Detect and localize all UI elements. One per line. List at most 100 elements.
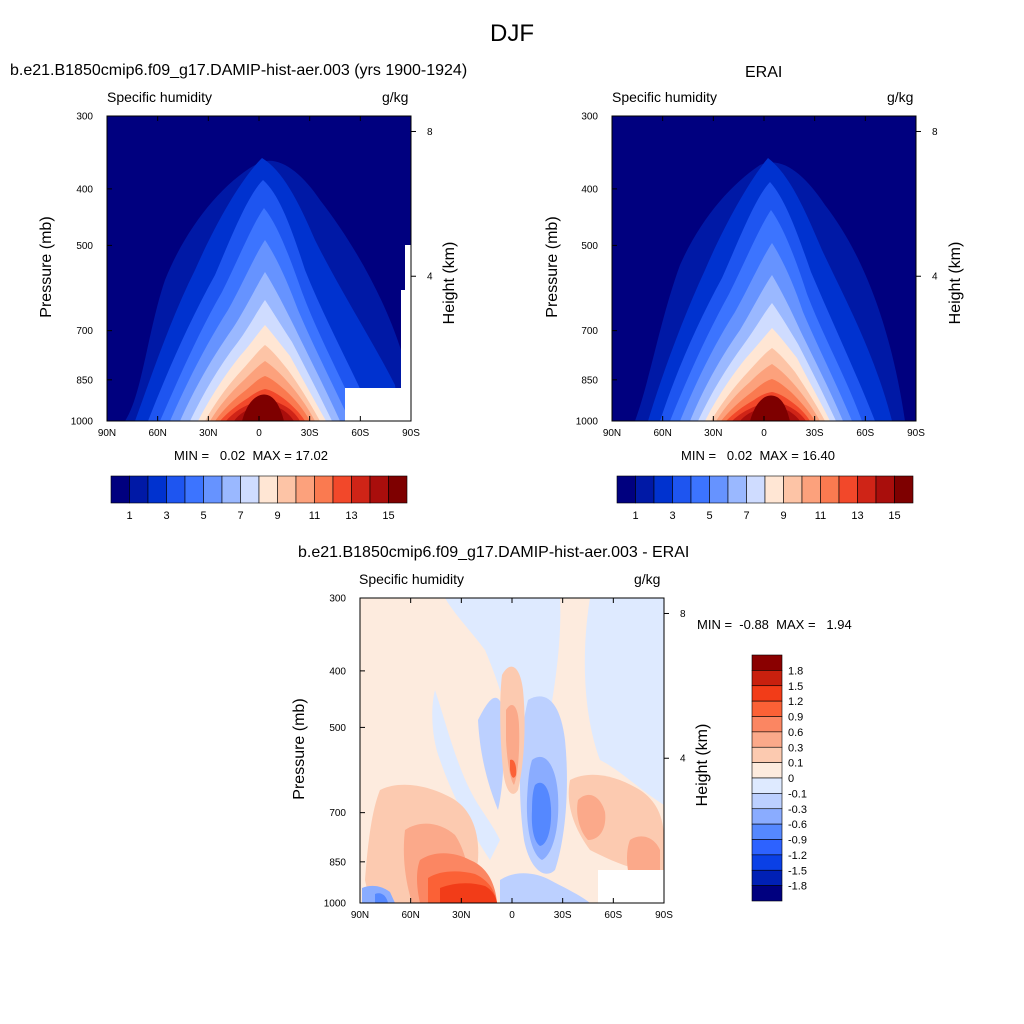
panel3-neg-mid-1: [478, 697, 504, 810]
colorbar1-swatch: [388, 475, 408, 504]
panel1-xtick-label: 60S: [351, 428, 369, 439]
panel3-neg-bottom: [500, 873, 590, 903]
panel3-neg-right: [584, 598, 664, 805]
colorbar3-label: 0.3: [788, 742, 803, 754]
page-title: DJF: [490, 20, 534, 47]
panel2-xtick-label: 60S: [856, 428, 874, 439]
colorbar3-label: 0: [788, 773, 794, 785]
colorbar3-label: -1.5: [788, 865, 807, 877]
panel2-ytick-label: 700: [581, 326, 598, 337]
panel2-title: ERAI: [745, 64, 783, 81]
colorbar2-swatch: [690, 475, 710, 504]
panel2-ytick-label: 500: [581, 241, 598, 252]
colorbar1-label: 13: [345, 510, 357, 522]
colorbar1-swatch: [129, 475, 149, 504]
panel3-pos-right-2: [577, 794, 606, 840]
colorbar1-label: 1: [126, 510, 132, 522]
panel3-ytick-label: 500: [329, 723, 346, 734]
panel3-pos-core-3: [440, 883, 497, 903]
colorbar2-swatch: [616, 475, 636, 504]
colorbar2-swatch: [875, 475, 895, 504]
panel2-ytick-right-label: 8: [932, 127, 938, 138]
colorbar3-swatch: [751, 869, 783, 886]
panel1-xtick-label: 90N: [98, 428, 116, 439]
colorbar1-swatch: [314, 475, 334, 504]
panel3-xtick-label: 30N: [452, 910, 470, 921]
colorbar1-swatch: [332, 475, 352, 504]
panel2-ytick-label: 1000: [576, 417, 599, 428]
panel1-ytick-right-label: 4: [427, 272, 433, 283]
panel2-ytick-label: 850: [581, 375, 598, 386]
colorbar2-label: 11: [815, 510, 826, 522]
panel3-pos-mid-2: [506, 705, 520, 785]
colorbar2-label: 13: [851, 510, 863, 522]
panel3-ytick-label: 700: [329, 808, 346, 819]
panel1-missing-data-edge2: [405, 245, 411, 421]
panel2-ytick-label: 300: [581, 112, 598, 123]
colorbar3-label: -0.1: [788, 788, 807, 800]
panel3-ytick-label: 1000: [324, 899, 347, 910]
colorbar2-swatch: [746, 475, 766, 504]
colorbar1-swatch: [258, 475, 278, 504]
colorbar2-swatch: [838, 475, 858, 504]
colorbar3-label: 1.8: [788, 665, 803, 677]
panel2-xtick-label: 60N: [653, 428, 671, 439]
panel1-ytick-label: 850: [76, 375, 93, 386]
colorbar2-swatch: [801, 475, 821, 504]
colorbar2-swatch: [783, 475, 803, 504]
panel3-ytick-label: 850: [329, 857, 346, 868]
colorbar3-swatch: [751, 700, 783, 717]
panel3-xtick-label: 0: [509, 910, 515, 921]
panel1-units-label: g/kg: [382, 89, 409, 105]
panel3-neg-mid-4: [531, 782, 552, 846]
colorbar2-swatch: [894, 475, 914, 504]
panel1-title: b.e21.B1850cmip6.f09_g17.DAMIP-hist-aer.…: [10, 62, 468, 79]
colorbar3-label: 0.1: [788, 758, 803, 770]
colorbar3-label: -0.9: [788, 835, 807, 847]
colorbar1-swatch: [369, 475, 389, 504]
panel3-neg-strip-left: [432, 690, 500, 860]
colorbar2-swatch: [857, 475, 877, 504]
colorbar2-label: 5: [706, 510, 712, 522]
panel3-ytick-label: 300: [329, 594, 346, 605]
panel2-ytick-label: 400: [581, 184, 598, 195]
panel3-minmax: MIN = -0.88 MAX = 1.94: [697, 617, 852, 632]
panel2-ytick-right-label: 4: [932, 272, 938, 283]
colorbar1-swatch: [184, 475, 204, 504]
colorbar3-label: 1.2: [788, 696, 803, 708]
colorbar3-swatch: [751, 685, 783, 702]
panel2-xtick-label: 0: [761, 428, 767, 439]
colorbar1-swatch: [221, 475, 241, 504]
panel3-missing-data: [598, 870, 664, 903]
colorbar3-swatch: [751, 793, 783, 810]
panel3-ytick-label: 400: [329, 666, 346, 677]
panel3-plot: [360, 598, 664, 903]
colorbars: 1 3 5 7 9 11 13 15 1 3 5 7 9 11 13 151.81.51.20.90.60.3…: [110, 475, 914, 902]
colorbar3-swatch: [751, 885, 783, 902]
panel1-xtick-label: 0: [256, 428, 262, 439]
colorbar3-swatch: [751, 716, 783, 733]
colorbar3-swatch: [751, 670, 783, 687]
panel1-variable-label: Specific humidity: [107, 89, 213, 105]
panel2-xtick-label: 90N: [603, 428, 621, 439]
colorbar3-swatch: [751, 777, 783, 794]
panel2-contour-15: [750, 395, 790, 421]
colorbar2-label: 3: [669, 510, 675, 522]
colorbar3-swatch: [751, 854, 783, 871]
panel1-minmax: MIN = 0.02 MAX = 17.02: [174, 448, 328, 463]
colorbar1-label: 15: [382, 510, 394, 522]
panel1-plot: [107, 116, 411, 421]
panel2-units-label: g/kg: [887, 89, 914, 105]
colorbar1-swatch: [110, 475, 130, 504]
colorbar3-swatch: [751, 746, 783, 763]
colorbar1-label: 5: [200, 510, 206, 522]
colorbar3-swatch: [751, 654, 783, 671]
colorbar2-label: 15: [888, 510, 900, 522]
colorbar2-label: 7: [743, 510, 749, 522]
panel3-title: b.e21.B1850cmip6.f09_g17.DAMIP-hist-aer.…: [298, 544, 690, 561]
colorbar2-swatch: [653, 475, 673, 504]
colorbar3-swatch: [751, 823, 783, 840]
colorbar1-label: 9: [274, 510, 280, 522]
colorbar3-swatch: [751, 731, 783, 748]
